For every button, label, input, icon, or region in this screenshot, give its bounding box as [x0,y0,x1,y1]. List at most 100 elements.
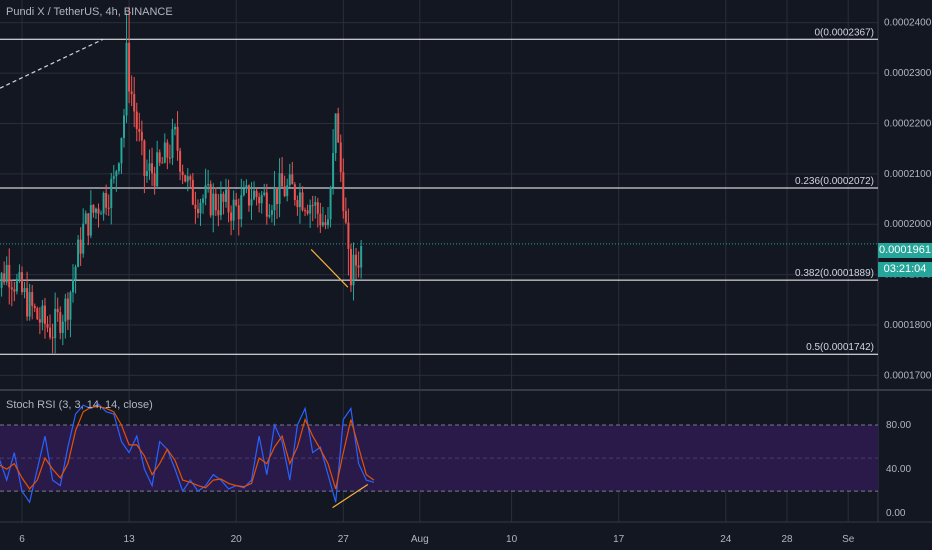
candle-body [314,202,317,206]
candle-body [151,163,154,174]
candle-body [18,272,21,279]
candle-body [337,113,340,143]
candle-body [209,184,212,216]
candle-body [258,196,261,204]
candle-body [5,264,8,283]
candle-body [260,194,263,204]
candle-body [204,185,207,199]
candle-body [347,222,350,249]
trend-line [0,38,104,89]
stoch-band [0,425,878,492]
candle-body [191,179,194,205]
candle-body [250,199,253,206]
candle-body [51,337,54,339]
candle-body [74,266,77,280]
candle-body [327,219,329,226]
candle-body [184,175,187,182]
candle-body [181,171,184,176]
time-axis-tick: 28 [781,534,793,545]
candle-body [153,173,156,187]
candle-body [36,308,39,320]
candle-body [276,187,278,205]
candle-body [163,142,166,163]
candle-body [79,239,82,254]
candle-body [161,162,164,164]
candle-body [158,152,161,163]
countdown-tag: 03:21:04 [878,262,932,277]
candle-body [349,248,352,286]
candle-body [38,319,41,323]
candle-body [105,192,108,208]
candle-body [332,153,335,188]
candle-body [84,213,87,224]
time-axis-tick: Se [842,534,855,545]
candle-body [64,298,67,322]
time-axis-tick: 13 [124,534,136,545]
candle-body [217,210,220,216]
candle-body [352,254,355,286]
candle-body [270,210,273,215]
candle-body [41,305,44,323]
time-axis-tick: 17 [613,534,625,545]
candle-body [360,246,363,268]
candle-body [355,254,358,266]
candle-body [291,174,294,185]
candle-body [145,171,148,176]
candle-body [3,273,6,283]
candle-body [100,213,103,215]
candle-body [89,205,92,236]
candle-body [329,187,332,220]
candle-body [255,190,258,197]
candle-body [296,200,299,208]
candle-body [97,208,100,214]
candle-body [189,176,192,180]
stoch-axis-tick: 0.00 [886,508,906,519]
candle-body [245,185,248,189]
candle-body [28,292,31,317]
candle-body [102,192,105,214]
price-axis-tick: 0.0002200 [884,118,932,129]
divergence-line-price [310,249,349,288]
candle-body [31,292,34,306]
candle-body [222,193,225,202]
candle-body [123,115,125,138]
candle-body [15,278,18,292]
candle-body [344,211,347,223]
candle-body [253,190,256,200]
candle-body [176,126,179,151]
candle-body [265,192,268,217]
candle-body [212,193,215,216]
candle-body [237,205,240,220]
candle-body [281,173,284,187]
candle-body [319,213,322,226]
candle-body [306,210,309,214]
candle-body [26,288,29,317]
candle-body [117,163,120,172]
time-axis-tick: Aug [411,534,429,545]
candle-body [186,176,189,182]
candle-body [21,272,23,293]
divergence-line-stoch [332,484,369,509]
candle-body [110,178,113,208]
candle-body [324,222,327,226]
candle-body [309,205,312,214]
candle-body [130,91,133,95]
candle-body [23,288,26,293]
stoch-axis-tick: 40.00 [886,464,911,475]
fib-level-label: 0(0.0002367) [815,27,875,38]
candle-body [240,195,243,220]
candle-body [72,279,74,293]
candle-body [230,212,233,221]
candle-body [263,192,266,195]
candle-body [219,193,222,216]
candle-body [288,174,291,186]
candle-body [247,185,250,206]
stoch-axis-tick: 80.00 [886,420,911,431]
candle-body [46,323,49,328]
time-axis-tick: 27 [338,534,350,545]
candle-body [301,192,304,211]
candle-body [342,172,345,212]
candle-body [13,289,16,292]
candle-body [311,205,314,207]
